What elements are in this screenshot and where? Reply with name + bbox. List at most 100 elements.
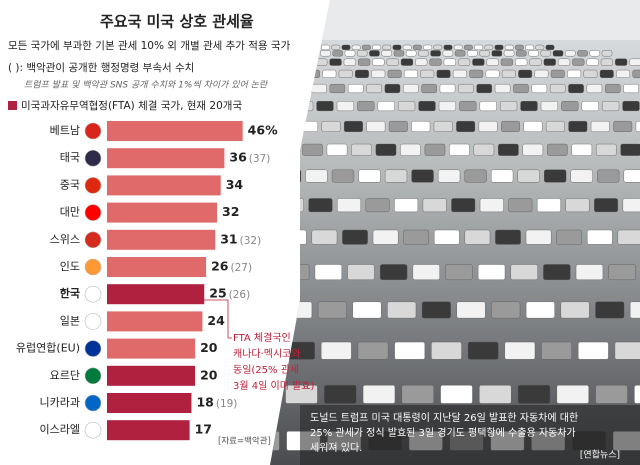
- car: [270, 69, 271, 78]
- car: [523, 120, 543, 132]
- car: [570, 169, 593, 183]
- car: [543, 58, 556, 66]
- car: [534, 69, 549, 78]
- car: [557, 58, 571, 66]
- car: [517, 169, 540, 183]
- car: [320, 50, 331, 57]
- photo-credit: [연합뉴스]: [580, 450, 620, 461]
- car: [324, 385, 357, 404]
- legend-swatch: [8, 101, 17, 110]
- car: [469, 69, 484, 78]
- value-label: 36: [229, 150, 247, 165]
- car: [347, 264, 375, 281]
- car: [540, 50, 552, 57]
- value-label: 46%: [248, 123, 278, 138]
- car: [400, 143, 421, 156]
- car: [355, 69, 369, 78]
- car: [386, 58, 399, 66]
- car: [510, 264, 538, 281]
- car: [400, 58, 414, 66]
- car: [601, 50, 613, 57]
- car: [411, 120, 431, 132]
- flag: [84, 258, 102, 276]
- car: [357, 101, 375, 112]
- car: [464, 229, 491, 245]
- car: [341, 44, 351, 51]
- value-label: 26: [211, 259, 229, 274]
- bar: [107, 175, 221, 196]
- photo-caption: 25% 관세가 정식 발효된 3일 경기도 평택항에 수출용 자동차가: [310, 426, 576, 439]
- car: [314, 264, 343, 281]
- car: [295, 50, 307, 57]
- car: [456, 120, 476, 132]
- car: [479, 101, 497, 112]
- car: [495, 229, 521, 245]
- flag: [84, 177, 102, 194]
- car: [594, 198, 619, 213]
- category-label: 태국: [60, 151, 80, 164]
- car: [393, 50, 405, 57]
- value-label: 25: [209, 286, 226, 301]
- car: [273, 69, 288, 78]
- car: [358, 58, 371, 66]
- bar: [107, 229, 216, 250]
- bar: [107, 121, 243, 141]
- car: [568, 83, 584, 94]
- car: [270, 169, 275, 183]
- category-label: 한국: [60, 286, 80, 300]
- annotation: 캐나다·멕시코와: [233, 348, 301, 360]
- bar: [107, 365, 196, 386]
- car: [412, 264, 440, 281]
- car: [351, 143, 372, 156]
- car: [338, 69, 353, 78]
- category-label: 일본: [60, 313, 80, 327]
- car: [597, 169, 620, 183]
- car: [474, 44, 483, 51]
- car: [402, 44, 412, 51]
- car: [418, 50, 429, 57]
- car: [472, 58, 485, 66]
- annex-label: (19): [216, 398, 238, 410]
- car: [478, 120, 498, 132]
- car: [283, 301, 313, 319]
- car: [296, 101, 314, 112]
- caption-box: [300, 405, 640, 465]
- car: [556, 229, 582, 245]
- car: [382, 44, 392, 51]
- car: [516, 50, 527, 57]
- car: [329, 83, 346, 94]
- car: [286, 58, 299, 66]
- car: [587, 229, 613, 245]
- car: [241, 70, 254, 78]
- car: [491, 169, 514, 183]
- car: [357, 341, 389, 360]
- car: [464, 169, 487, 183]
- car: [485, 69, 500, 78]
- car: [347, 83, 364, 94]
- car: [413, 44, 422, 51]
- car: [443, 58, 456, 66]
- car: [629, 58, 640, 66]
- car: [515, 58, 528, 66]
- car: [285, 385, 318, 404]
- car: [352, 301, 382, 319]
- car: [452, 69, 467, 78]
- car: [552, 50, 564, 57]
- car: [543, 264, 571, 281]
- car: [600, 58, 613, 66]
- source: [자료=백악관]: [218, 436, 271, 447]
- car: [405, 50, 417, 57]
- car: [445, 264, 473, 281]
- car: [392, 44, 402, 51]
- car: [467, 50, 478, 57]
- car: [629, 301, 640, 319]
- car: [622, 198, 640, 213]
- value-label: 20: [200, 367, 218, 382]
- car: [244, 59, 256, 66]
- car: [617, 229, 640, 245]
- category-label: 대만: [60, 206, 80, 219]
- car: [571, 143, 593, 156]
- car: [404, 69, 418, 78]
- car: [401, 385, 434, 404]
- car: [605, 83, 621, 94]
